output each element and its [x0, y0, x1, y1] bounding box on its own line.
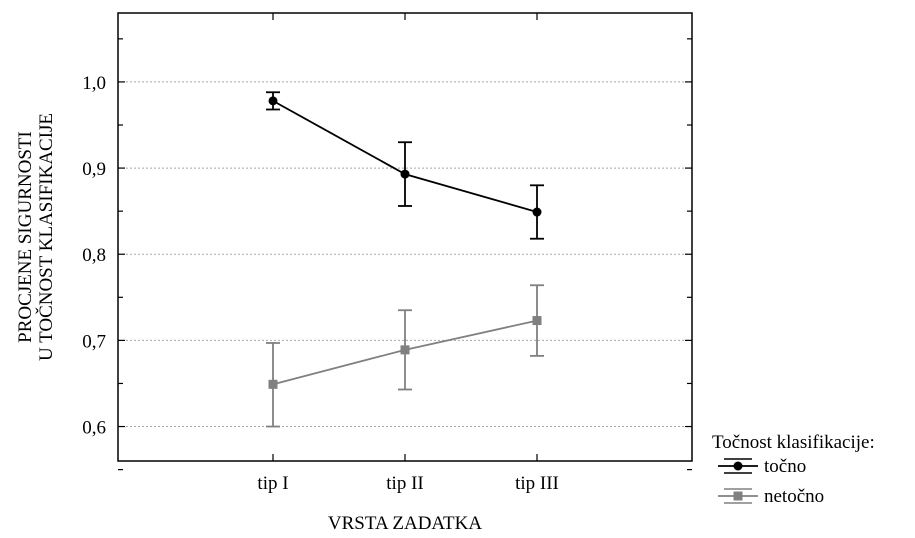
y-axis-title-line-1: PROCJENE SIGURNOSTI: [15, 131, 36, 343]
legend-label: netočno: [764, 486, 824, 507]
series-1: [266, 91, 544, 240]
y-axis-title-line-2: U TOČNOST KLASIFIKACIJE: [35, 113, 57, 361]
data-point: [532, 207, 542, 217]
series-2: [266, 284, 544, 428]
x-axis-title: VRSTA ZADATKA: [328, 513, 482, 534]
x-tick-label: tip II: [386, 473, 423, 494]
series-layer: [266, 91, 544, 428]
y-axis-title: PROCJENE SIGURNOSTI U TOČNOST KLASIFIKAC…: [15, 113, 57, 361]
data-point: [268, 96, 278, 106]
legend: Točnost klasifikacije: točno netočno: [712, 432, 875, 507]
x-tick-label: tip I: [257, 473, 288, 494]
plot-frame: [117, 12, 693, 462]
legend-title: Točnost klasifikacije:: [712, 432, 875, 453]
y-tick-label: 0,6: [82, 418, 106, 439]
legend-marker: [733, 491, 743, 501]
y-tick-label: 0,9: [82, 159, 106, 180]
data-point: [400, 169, 410, 179]
legend-marker: [733, 461, 743, 471]
axis-ticks: [118, 13, 692, 471]
data-point: [268, 379, 278, 389]
y-tick-label: 1,0: [82, 73, 106, 94]
data-point: [532, 316, 542, 326]
y-tick-label: 0,7: [82, 331, 106, 352]
legend-label: točno: [764, 456, 806, 477]
data-point: [400, 345, 410, 355]
legend-item-1: točno: [718, 456, 806, 477]
y-tick-label: 0,8: [82, 245, 106, 266]
x-tick-label: tip III: [515, 473, 559, 494]
legend-item-2: netočno: [718, 486, 824, 507]
tick-labels: 0,6 0,7 0,8 0,9 1,0 tip I tip II tip III: [82, 73, 559, 494]
